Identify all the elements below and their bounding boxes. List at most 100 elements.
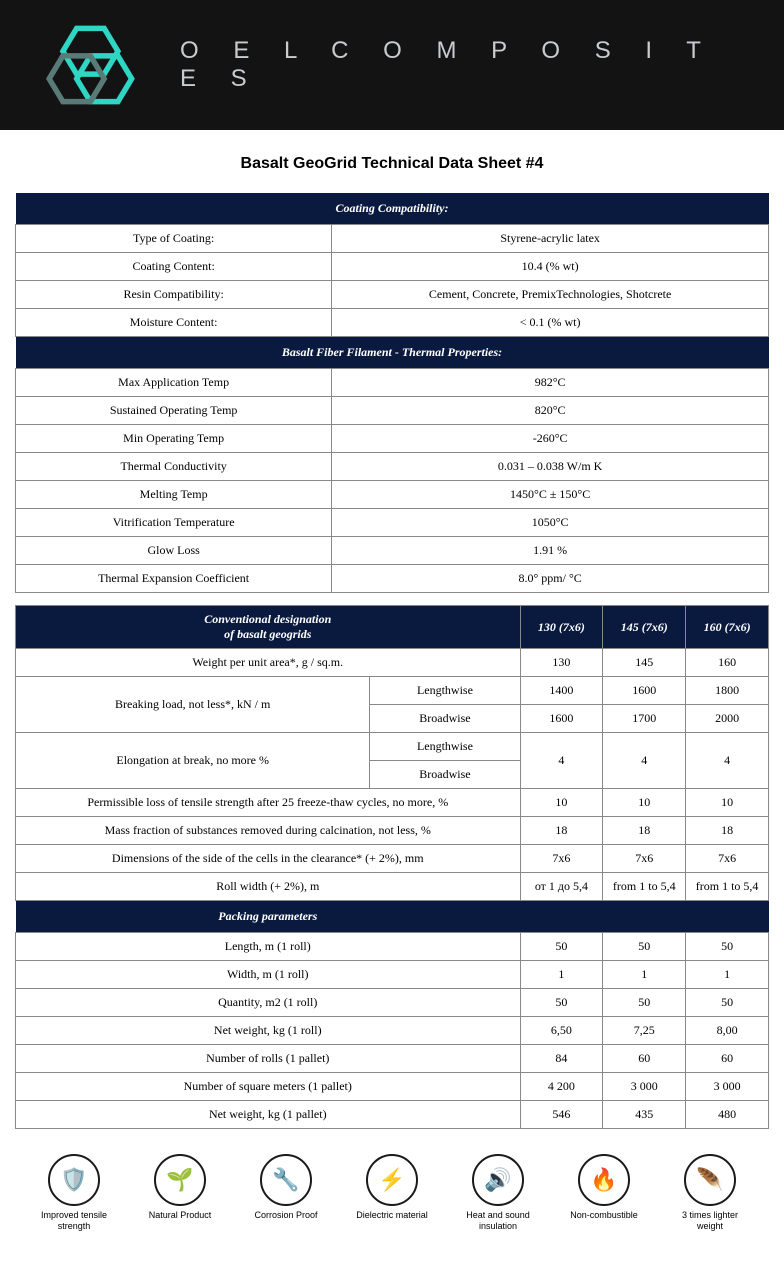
spec-cell: 2000 [686, 705, 769, 733]
spec-row-value: 1 [686, 961, 769, 989]
spec-row-value: 3 000 [686, 1073, 769, 1101]
spec-cell: from 1 to 5,4 [686, 873, 769, 901]
spec-cell: 1600 [603, 677, 686, 705]
spec-row-value: 435 [603, 1101, 686, 1129]
feature-label: Dielectric material [356, 1210, 428, 1221]
spec-cell: 1400 [520, 677, 603, 705]
spec-row-value: 160 [686, 649, 769, 677]
content-area: Coating Compatibility:Type of Coating:St… [0, 193, 784, 1262]
spec-cell: Elongation at break, no more % [16, 733, 370, 789]
spec-row-value: 145 [603, 649, 686, 677]
prop-label: Resin Compatibility: [16, 281, 332, 309]
spec-row-value: 6,50 [520, 1017, 603, 1045]
spec-row-label: Quantity, m2 (1 roll) [16, 989, 521, 1017]
prop-value: Cement, Concrete, PremixTechnologies, Sh… [332, 281, 769, 309]
spec-row-value: 84 [520, 1045, 603, 1073]
spec-row-value: 7x6 [603, 845, 686, 873]
spec-cell: 4 [603, 733, 686, 789]
feature-icon: 🔊 [472, 1154, 524, 1206]
page-title: Basalt GeoGrid Technical Data Sheet #4 [0, 155, 784, 173]
spec-cell: от 1 до 5,4 [520, 873, 603, 901]
spec-row-label: Permissible loss of tensile strength aft… [16, 789, 521, 817]
spec-row-value: 1 [603, 961, 686, 989]
prop-value: 10.4 (% wt) [332, 253, 769, 281]
feature-icon: ⚡ [366, 1154, 418, 1206]
spec-row-label: Dimensions of the side of the cells in t… [16, 845, 521, 873]
section-header: Basalt Fiber Filament - Thermal Properti… [16, 337, 769, 369]
spec-row-value: 7,25 [603, 1017, 686, 1045]
spec-row-label: Number of square meters (1 pallet) [16, 1073, 521, 1101]
prop-value: 1050°C [332, 509, 769, 537]
spec-row-label: Number of rolls (1 pallet) [16, 1045, 521, 1073]
spec-cell: Broadwise [370, 705, 520, 733]
spec-row-value: 50 [686, 933, 769, 961]
feature-item: 🔧Corrosion Proof [246, 1154, 326, 1232]
spec-row-value: 7x6 [686, 845, 769, 873]
prop-value: 0.031 – 0.038 W/m K [332, 453, 769, 481]
feature-item: 🔊 Heat and sound insulation [458, 1154, 538, 1232]
feature-label: Heat and sound insulation [458, 1210, 538, 1232]
spec-cell: Lengthwise [370, 733, 520, 761]
spec-row-label: Mass fraction of substances removed duri… [16, 817, 521, 845]
spec-row-label: Net weight, kg (1 pallet) [16, 1101, 521, 1129]
prop-label: Coating Content: [16, 253, 332, 281]
spec-row-value: 60 [686, 1045, 769, 1073]
prop-label: Thermal Expansion Coefficient [16, 565, 332, 593]
spec-row-label: Width, m (1 roll) [16, 961, 521, 989]
spec-row-label: Weight per unit area*, g / sq.m. [16, 649, 521, 677]
spec-row-value: 10 [603, 789, 686, 817]
packing-header: Packing parameters [16, 901, 521, 933]
spec-cell: 1600 [520, 705, 603, 733]
prop-label: Max Application Temp [16, 369, 332, 397]
brand-header: O E L C O M P O S I T E S [0, 0, 784, 130]
prop-label: Min Operating Temp [16, 425, 332, 453]
spec-row-value: 50 [686, 989, 769, 1017]
prop-label: Sustained Operating Temp [16, 397, 332, 425]
brand-name: O E L C O M P O S I T E S [180, 37, 744, 93]
feature-item: ⚡ Dielectric material [352, 1154, 432, 1232]
model-1: 145 (7x6) [603, 606, 686, 649]
section-header: Coating Compatibility: [16, 193, 769, 225]
spec-cell: Broadwise [370, 761, 520, 789]
spec-row-value: 60 [603, 1045, 686, 1073]
spec-cell: Breaking load, not less*, kN / m [16, 677, 370, 733]
feature-icon: 🛡️ [48, 1154, 100, 1206]
prop-value: 820°C [332, 397, 769, 425]
feature-label: Corrosion Proof [254, 1210, 317, 1221]
prop-value: 1.91 % [332, 537, 769, 565]
feature-item: 🌱Natural Product [140, 1154, 220, 1232]
spec-row-value: 50 [520, 933, 603, 961]
feature-item: 🔥 Non-combustible [564, 1154, 644, 1232]
spec-row-value: 10 [686, 789, 769, 817]
spec-row-value: 546 [520, 1101, 603, 1129]
spec-header-label: Conventional designation of basalt geogr… [16, 606, 521, 649]
feature-item: 🪶3 times lighter weight [670, 1154, 750, 1232]
logo-icon [40, 10, 150, 120]
spec-cell: 4 [686, 733, 769, 789]
prop-value: 1450°C ± 150°C [332, 481, 769, 509]
model-0: 130 (7x6) [520, 606, 603, 649]
spec-row-value: 50 [603, 989, 686, 1017]
spec-row-value: 50 [603, 933, 686, 961]
prop-label: Glow Loss [16, 537, 332, 565]
spec-row-value: 18 [603, 817, 686, 845]
spec-row-value: 10 [520, 789, 603, 817]
feature-item: 🛡️Improved tensile strength [34, 1154, 114, 1232]
feature-icon: 🔥 [578, 1154, 630, 1206]
spec-row-label: Length, m (1 roll) [16, 933, 521, 961]
spec-cell: Roll width (+ 2%), m [16, 873, 521, 901]
features-row: 🛡️Improved tensile strength 🌱Natural Prod… [15, 1154, 769, 1232]
properties-table: Coating Compatibility:Type of Coating:St… [15, 193, 769, 593]
spec-row-label: Net weight, kg (1 roll) [16, 1017, 521, 1045]
spec-cell: 4 [520, 733, 603, 789]
spec-row-value: 3 000 [603, 1073, 686, 1101]
model-2: 160 (7x6) [686, 606, 769, 649]
prop-value: -260°C [332, 425, 769, 453]
spec-table: Conventional designation of basalt geogr… [15, 605, 769, 1129]
feature-label: Non-combustible [570, 1210, 638, 1221]
spec-row-value: 480 [686, 1101, 769, 1129]
spec-cell: from 1 to 5,4 [603, 873, 686, 901]
feature-icon: 🌱 [154, 1154, 206, 1206]
prop-label: Type of Coating: [16, 225, 332, 253]
feature-icon: 🪶 [684, 1154, 736, 1206]
